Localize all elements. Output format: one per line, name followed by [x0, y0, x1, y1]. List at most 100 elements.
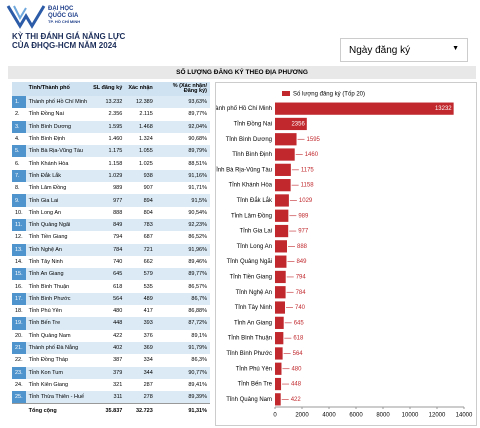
table-cell: 721: [125, 243, 156, 256]
table-row: 8. Tỉnh Lâm Đồng 989 907 91,71%: [12, 182, 210, 194]
table-cell: Tỉnh Gia Lai: [25, 194, 91, 207]
category-label: Tỉnh Bình Phước: [226, 350, 272, 357]
dropdown[interactable]: Ngày đăng ký ▼: [340, 38, 468, 62]
x-tick-label: 4000: [322, 413, 336, 419]
value-label: 1595: [307, 137, 321, 143]
header-cell: [12, 82, 26, 96]
header-cell: Tỉnh/Thành phố: [25, 82, 91, 96]
x-tick-label: 2000: [295, 413, 309, 419]
table-cell: 321: [113, 381, 123, 388]
table-row: 21. Thành phố Đà Nẵng 402 369 91,79%: [12, 341, 210, 355]
table-cell: Tỉnh Kiên Giang: [28, 381, 69, 388]
table-cell: Tỉnh Quảng Ngãi: [25, 218, 91, 232]
category-label: Tỉnh Đồng Nai: [234, 121, 272, 128]
table-cell: 579: [125, 268, 156, 281]
table-cell: 311: [90, 391, 126, 404]
dropdown-label: Ngày đăng ký: [349, 45, 411, 56]
table-row: 23. Tỉnh Kon Tum 379 344 90,77%: [12, 366, 210, 379]
table-cell: 86,88%: [188, 308, 207, 315]
table-cell: 18.: [15, 308, 23, 315]
table-cell: 10.: [15, 209, 23, 216]
table-cell: 4.: [15, 136, 20, 143]
value-label: 794: [296, 275, 307, 281]
value-label: 784: [296, 290, 307, 296]
total-cell: 35.837: [90, 403, 126, 417]
table-row: 16. Tỉnh Bình Thuận 618 535 86,57%: [12, 280, 210, 292]
table-cell: 662: [143, 259, 153, 265]
table-cell: Tỉnh Long An: [28, 209, 62, 216]
bar: [275, 102, 454, 115]
header-cell: SL đăng ký: [90, 82, 126, 96]
table-cell: 489: [125, 292, 156, 306]
table-row: 2. Tỉnh Đồng Nai 2.356 2.115 89,77%: [12, 108, 210, 120]
category-label: Tỉnh Tiền Giang: [230, 274, 272, 281]
table-cell: Tỉnh Khánh Hòa: [28, 160, 69, 167]
table-cell: Tỉnh Bà Rịa-Vũng Tàu: [25, 145, 91, 158]
table-cell: Tỉnh Bình Dương: [25, 120, 91, 133]
table-cell: Tỉnh Đồng Tháp: [28, 357, 68, 364]
table-cell: [12, 403, 26, 417]
table-row: 1. Thành phố Hồ Chí Minh 13.232 12.389 93,63…: [12, 96, 210, 109]
x-tick-label: 0: [273, 413, 277, 419]
table-cell: Tỉnh Tây Ninh: [28, 259, 63, 265]
bar: [275, 209, 289, 222]
table-row: 24. Tỉnh Kiên Giang 321 287 89,41%: [12, 379, 210, 391]
category-label: Tỉnh Khánh Hòa: [229, 182, 273, 189]
table-cell: 645: [90, 268, 126, 281]
legend-label: Số lượng đăng ký (Tốp 20): [293, 92, 365, 98]
table-cell: Tỉnh Bình Định: [28, 136, 66, 143]
table-cell: 1.460: [108, 136, 123, 143]
table-row: 7. Tỉnh Đắk Lắk 1.029 938 91,16%: [12, 169, 210, 183]
category-label: Tỉnh Long An: [237, 243, 272, 250]
table-cell: 1.595: [90, 120, 126, 133]
data-table: Tỉnh/Thành phố SL đăng ký Xác nhận% (Xác n…: [12, 82, 210, 417]
table-row: 18. Tỉnh Phú Yên 480 417 86,88%: [12, 305, 210, 317]
table-cell: 92,04%: [155, 120, 210, 133]
table-cell: 14.: [15, 259, 23, 265]
table-cell: 89,1%: [191, 332, 207, 339]
table-cell: 379: [90, 366, 126, 379]
table-cell: 402: [90, 341, 126, 355]
table-cell: 91,79%: [155, 341, 210, 355]
logo-line: QUỐC GIA: [48, 12, 79, 19]
table-cell: 88,51%: [188, 160, 207, 167]
table-cell: 7.: [12, 169, 26, 183]
table-cell: 387: [113, 357, 123, 364]
table-cell: 1.029: [90, 169, 126, 183]
table-cell: 849: [90, 218, 126, 232]
category-label: Tỉnh Đắk Lắk: [237, 197, 273, 204]
table-cell: Tỉnh Đồng Nai: [28, 111, 64, 118]
table-row: 22. Tỉnh Đồng Tháp 387 334 86,3%: [12, 354, 210, 366]
table-cell: 91,16%: [155, 169, 210, 183]
table-cell: Tỉnh Bình Phước: [25, 292, 91, 306]
table-cell: Tỉnh Đắk Lắk: [25, 169, 91, 183]
bar: [275, 163, 291, 176]
logo-text: ĐẠI HỌC QUỐC GIA TP. HỒ CHÍ MINH: [48, 6, 80, 26]
table-cell: 20.: [15, 332, 23, 339]
table-cell: 480: [113, 308, 123, 315]
total-cell: 91,31%: [155, 403, 210, 417]
header-cell: % (Xác nhận/ Đăng ký): [155, 82, 210, 96]
table-cell: 938: [125, 169, 156, 183]
table-cell: 2.356: [108, 111, 123, 118]
table-cell: 448: [90, 317, 126, 330]
table-cell: Tỉnh Tiền Giang: [28, 234, 68, 241]
table-cell: 977: [90, 194, 126, 207]
table-cell: 1.324: [139, 136, 153, 143]
table-cell: 89,77%: [188, 111, 207, 118]
table-cell: 5.: [12, 145, 26, 158]
category-label: Tỉnh Bình Định: [232, 151, 272, 158]
category-label: Tỉnh Gia Lai: [240, 228, 272, 235]
value-label: 1460: [305, 152, 319, 158]
title: KỲ THI ĐÁNH GIÁ NĂNG LỰC CỦA ĐHQG-HCM NĂ…: [12, 32, 125, 50]
table-cell: 11.: [12, 218, 26, 232]
bar: [275, 270, 286, 284]
table-cell: 287: [143, 381, 153, 388]
total-cell: Tổng cộng: [25, 403, 91, 417]
category-label: Tỉnh Nghệ An: [236, 289, 272, 296]
bar: [275, 347, 283, 360]
value-label: 422: [291, 397, 302, 403]
table-cell: 1.: [12, 96, 26, 109]
value-label: 1029: [299, 198, 313, 204]
table-cell: 13.: [12, 243, 26, 256]
